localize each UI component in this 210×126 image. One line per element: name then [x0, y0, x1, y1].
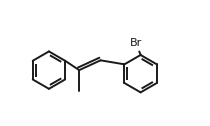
Text: Br: Br [130, 38, 142, 48]
